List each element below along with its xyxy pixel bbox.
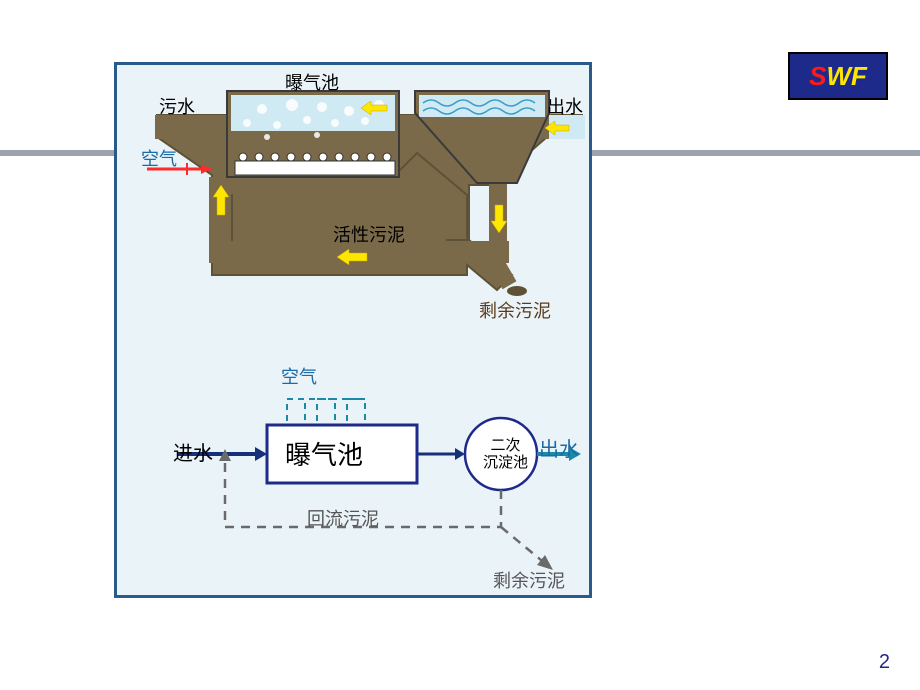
page-number: 2 — [879, 652, 890, 672]
label-inflow: 进水 — [173, 437, 213, 466]
badge-s: S — [809, 63, 826, 89]
label-active-sludge: 活性污泥 — [333, 221, 405, 247]
label-outflow: 出水 — [539, 433, 579, 462]
waste-drop — [507, 286, 527, 296]
label-aeration-top: 曝气池 — [285, 69, 339, 95]
air-dashed — [287, 399, 365, 425]
badge-w: W — [826, 63, 851, 89]
label-secondary: 二次 沉淀池 — [483, 437, 528, 472]
diffuser-bar — [235, 161, 395, 175]
label-air-top: 空气 — [141, 145, 177, 171]
diagram-panel: 污水 曝气池 出水 空气 活性污泥 剩余污泥 — [114, 62, 592, 598]
label-sewage-in: 污水 — [159, 93, 195, 119]
label-waste-sludge-top: 剩余污泥 — [479, 297, 551, 323]
label-waste-sludge-bot: 剩余污泥 — [493, 567, 565, 593]
label-return-sludge: 回流污泥 — [307, 505, 379, 531]
mid-arrow — [417, 448, 465, 460]
label-water-out-top: 出水 — [547, 93, 583, 119]
waste-sludge-line — [501, 527, 547, 565]
badge-f: F — [851, 63, 867, 89]
label-air-box: 空气 — [281, 363, 317, 389]
label-aeration-box: 曝气池 — [285, 435, 363, 472]
swf-badge: SWF — [788, 52, 888, 100]
lower-diagram — [117, 347, 589, 597]
slide: SWF 2 — [0, 0, 920, 690]
